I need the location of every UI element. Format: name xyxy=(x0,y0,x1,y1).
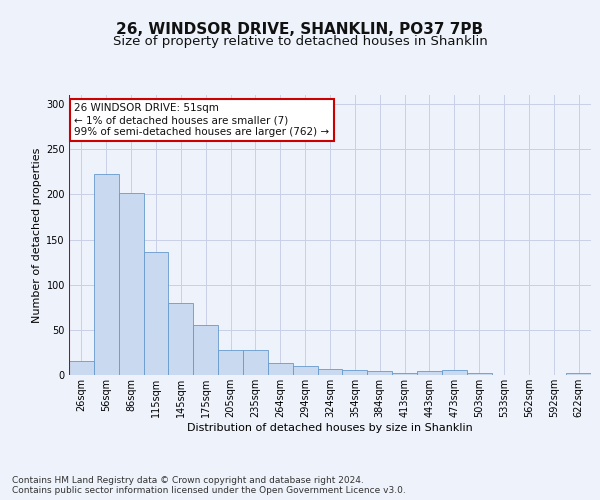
Bar xyxy=(343,370,367,375)
Bar xyxy=(467,373,491,375)
Bar xyxy=(417,372,442,375)
Bar xyxy=(442,370,467,375)
Bar xyxy=(392,373,417,375)
Bar xyxy=(119,192,143,375)
Y-axis label: Number of detached properties: Number of detached properties xyxy=(32,148,42,322)
Bar xyxy=(317,368,343,375)
Bar xyxy=(268,364,293,375)
X-axis label: Distribution of detached houses by size in Shanklin: Distribution of detached houses by size … xyxy=(187,422,473,432)
Bar xyxy=(69,362,94,375)
Text: Size of property relative to detached houses in Shanklin: Size of property relative to detached ho… xyxy=(113,35,487,48)
Bar xyxy=(367,372,392,375)
Bar xyxy=(143,252,169,375)
Bar xyxy=(566,373,591,375)
Text: 26, WINDSOR DRIVE, SHANKLIN, PO37 7PB: 26, WINDSOR DRIVE, SHANKLIN, PO37 7PB xyxy=(116,22,484,38)
Text: 26 WINDSOR DRIVE: 51sqm
← 1% of detached houses are smaller (7)
99% of semi-deta: 26 WINDSOR DRIVE: 51sqm ← 1% of detached… xyxy=(74,104,329,136)
Bar xyxy=(169,302,193,375)
Bar xyxy=(243,350,268,375)
Bar xyxy=(94,174,119,375)
Bar xyxy=(193,326,218,375)
Bar xyxy=(218,350,243,375)
Text: Contains HM Land Registry data © Crown copyright and database right 2024.
Contai: Contains HM Land Registry data © Crown c… xyxy=(12,476,406,495)
Bar xyxy=(293,366,317,375)
